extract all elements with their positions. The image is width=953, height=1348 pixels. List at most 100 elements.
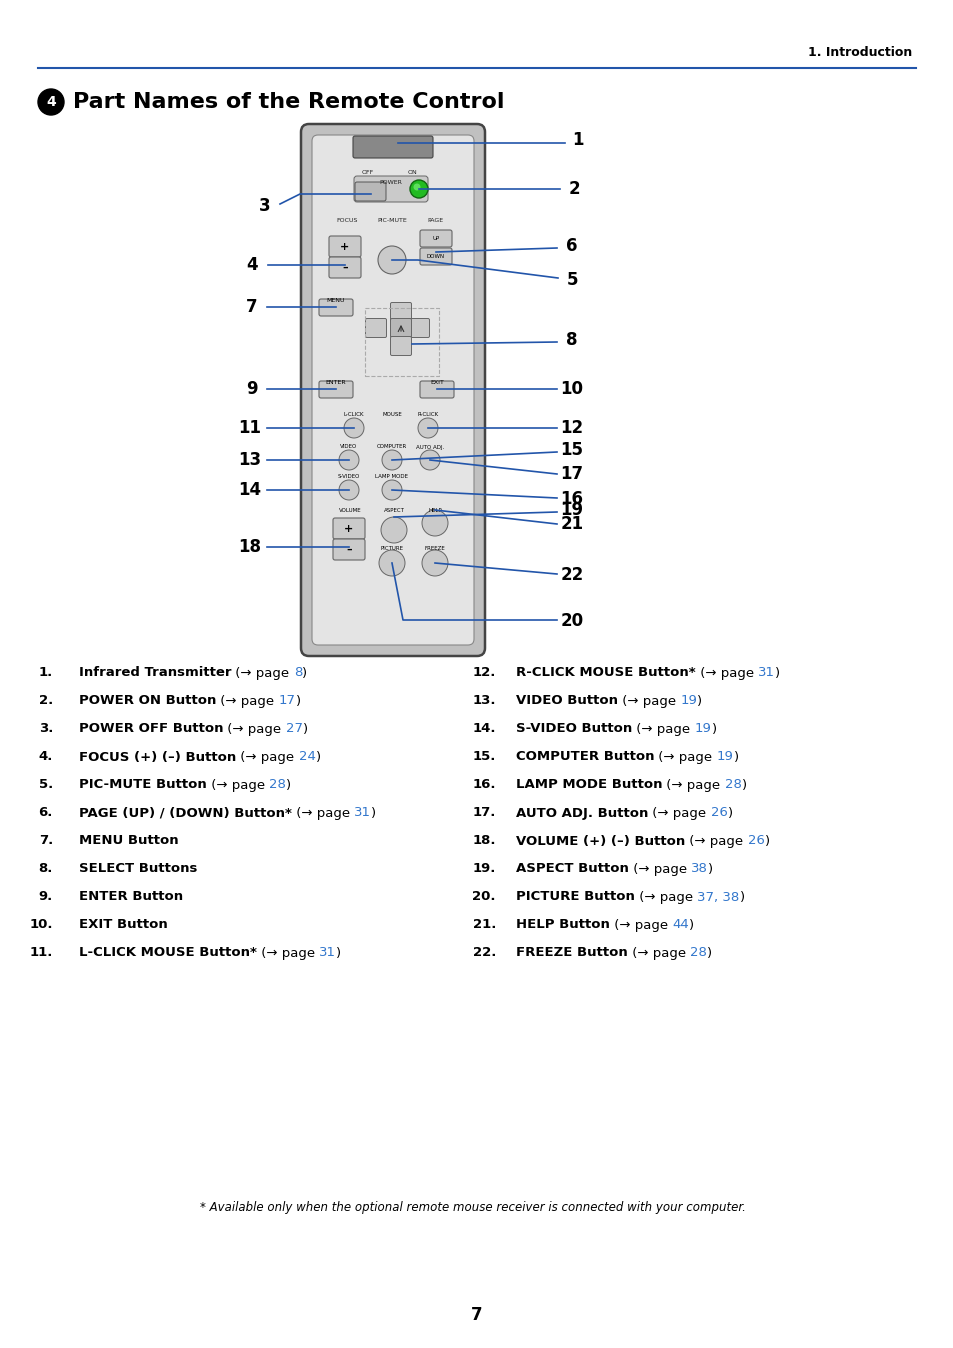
Text: ): ) [286,779,291,791]
Text: 9: 9 [246,380,257,398]
Text: 28: 28 [269,779,286,791]
Circle shape [338,450,358,470]
Text: ): ) [697,694,701,708]
Text: MOUSE: MOUSE [382,412,401,418]
FancyBboxPatch shape [390,337,411,356]
Text: 17.: 17. [472,806,496,820]
FancyBboxPatch shape [353,136,433,158]
Circle shape [413,183,420,190]
Text: (→ page: (→ page [292,806,354,820]
FancyBboxPatch shape [390,318,411,337]
Text: PIC-MUTE: PIC-MUTE [376,217,406,222]
Text: 11.: 11. [30,946,53,960]
Text: ): ) [711,723,716,736]
Text: ): ) [302,723,308,736]
Text: 28: 28 [724,779,741,791]
FancyBboxPatch shape [408,318,429,337]
Text: (→ page: (→ page [632,723,694,736]
Text: ): ) [763,834,769,848]
Text: FREEZE: FREEZE [424,546,445,551]
Text: 28: 28 [689,946,706,960]
Text: +: + [344,523,354,534]
Text: 13.: 13. [472,694,496,708]
Text: 17: 17 [278,694,295,708]
Text: 17: 17 [559,465,583,483]
Text: 31: 31 [319,946,335,960]
Circle shape [338,480,358,500]
Text: 18.: 18. [472,834,496,848]
Text: 4: 4 [246,256,257,274]
Text: (→ page: (→ page [223,723,286,736]
Text: EXIT: EXIT [430,380,443,384]
Text: 31: 31 [758,666,774,679]
Text: 24: 24 [298,751,315,763]
Text: LAMP MODE: LAMP MODE [375,474,408,480]
Text: AUTO ADJ. Button: AUTO ADJ. Button [516,806,648,820]
Text: MENU: MENU [327,298,345,302]
Text: POWER OFF Button: POWER OFF Button [79,723,223,736]
Text: (→ page: (→ page [695,666,758,679]
Text: 1: 1 [572,131,583,150]
Text: ENTER: ENTER [325,380,346,384]
Circle shape [377,245,406,274]
Circle shape [381,480,401,500]
Circle shape [380,518,407,543]
Text: (→ page: (→ page [216,694,278,708]
Text: MENU Button: MENU Button [79,834,178,848]
FancyBboxPatch shape [318,381,353,398]
Text: ): ) [707,863,713,875]
Text: 15: 15 [560,441,583,460]
Text: 3.: 3. [38,723,53,736]
Text: PAGE (UP) / (DOWN) Button*: PAGE (UP) / (DOWN) Button* [79,806,292,820]
Text: 14.: 14. [472,723,496,736]
Text: 22: 22 [559,566,583,584]
Text: (→ page: (→ page [654,751,716,763]
Text: (→ page: (→ page [648,806,710,820]
Circle shape [378,550,405,576]
Text: (→ page: (→ page [256,946,319,960]
Text: DOWN: DOWN [427,255,445,260]
Text: 5.: 5. [39,779,53,791]
Text: 21: 21 [559,515,583,532]
Text: ): ) [733,751,739,763]
FancyBboxPatch shape [301,124,484,656]
Circle shape [419,450,439,470]
Text: ASPECT Button: ASPECT Button [516,863,628,875]
Text: ENTER Button: ENTER Button [79,891,183,903]
Text: 8: 8 [294,666,302,679]
Text: PIC-MUTE Button: PIC-MUTE Button [79,779,207,791]
FancyBboxPatch shape [419,248,452,266]
Text: 15.: 15. [472,751,496,763]
Text: POWER: POWER [379,181,402,186]
FancyBboxPatch shape [419,231,452,247]
Text: 4.: 4. [38,751,53,763]
Text: 27: 27 [286,723,302,736]
Text: L-CLICK MOUSE Button*: L-CLICK MOUSE Button* [79,946,256,960]
Text: 12: 12 [559,419,583,437]
Text: R-CLICK MOUSE Button*: R-CLICK MOUSE Button* [516,666,695,679]
Text: 22.: 22. [472,946,496,960]
Text: VIDEO Button: VIDEO Button [516,694,618,708]
Text: L-CLICK: L-CLICK [343,412,364,418]
Text: HELP Button: HELP Button [516,918,609,931]
Text: S-VIDEO: S-VIDEO [337,474,360,480]
Text: 14: 14 [238,481,261,499]
Text: Infrared Transmitter: Infrared Transmitter [79,666,232,679]
Text: 4: 4 [46,94,56,109]
Text: ): ) [706,946,711,960]
Text: (→ page: (→ page [207,779,269,791]
Text: COMPUTER: COMPUTER [376,445,407,449]
Text: POWER ON Button: POWER ON Button [79,694,216,708]
Text: 2.: 2. [39,694,53,708]
Text: FREEZE Button: FREEZE Button [516,946,627,960]
Text: 2: 2 [568,181,579,198]
Text: 8: 8 [566,332,578,349]
FancyBboxPatch shape [333,539,365,559]
FancyBboxPatch shape [419,381,454,398]
Text: 3: 3 [259,197,271,214]
Text: 19.: 19. [472,863,496,875]
Text: 7: 7 [471,1306,482,1324]
Text: ): ) [739,891,744,903]
Text: SELECT Buttons: SELECT Buttons [79,863,197,875]
Text: ): ) [371,806,376,820]
